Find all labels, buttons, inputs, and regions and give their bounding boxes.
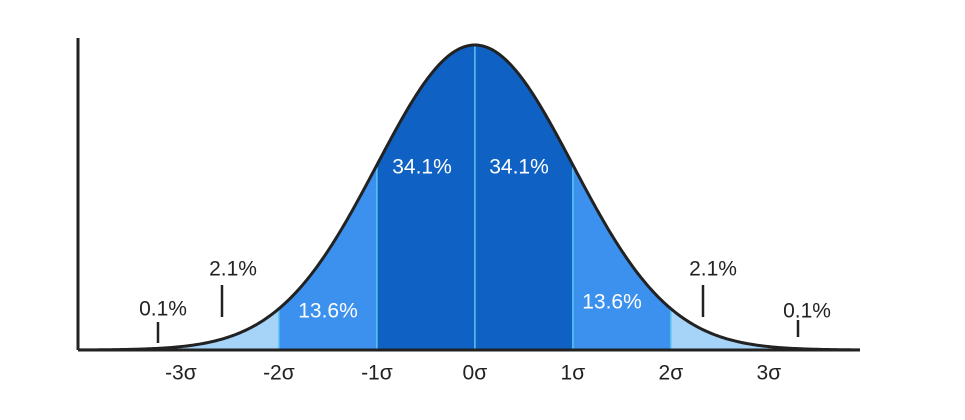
value-label: 2.1% xyxy=(209,258,257,281)
value-label: 0.1% xyxy=(139,298,187,321)
value-label: 34.1% xyxy=(489,156,549,179)
value-label: 34.1% xyxy=(392,156,452,179)
x-tick-label: -2σ xyxy=(263,362,295,385)
x-tick-label: -3σ xyxy=(165,362,197,385)
x-tick-label: 2σ xyxy=(659,362,684,385)
x-tick-label: -1σ xyxy=(361,362,393,385)
band xyxy=(180,308,279,350)
x-tick-label: 3σ xyxy=(757,362,782,385)
curve xyxy=(77,43,861,352)
value-label: 2.1% xyxy=(689,258,737,281)
value-label: 13.6% xyxy=(582,291,642,314)
band xyxy=(670,308,769,350)
value-label: 13.6% xyxy=(298,300,358,323)
x-tick-label: 0σ xyxy=(463,362,488,385)
value-label: 0.1% xyxy=(783,300,831,323)
band xyxy=(474,45,573,350)
band xyxy=(376,45,475,350)
x-tick-label: 1σ xyxy=(561,362,586,385)
